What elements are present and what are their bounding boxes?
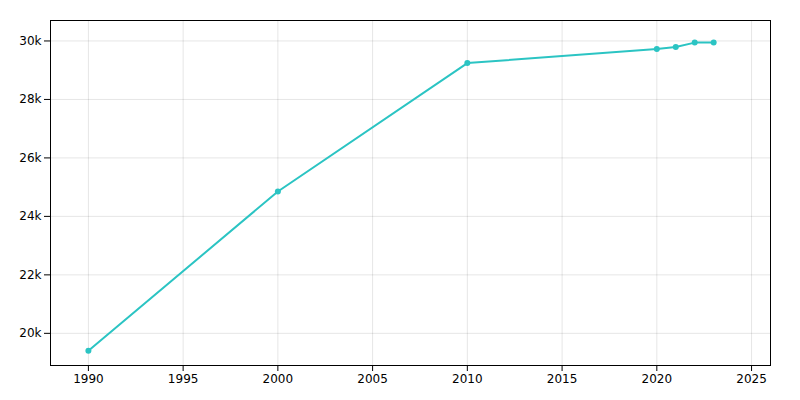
svg-text:30k: 30k: [19, 34, 41, 48]
svg-text:24k: 24k: [19, 209, 41, 223]
svg-text:2015: 2015: [547, 372, 578, 386]
svg-text:2010: 2010: [452, 372, 483, 386]
svg-text:1990: 1990: [73, 372, 104, 386]
svg-text:2000: 2000: [263, 372, 294, 386]
svg-text:22k: 22k: [19, 268, 41, 282]
svg-text:28k: 28k: [19, 92, 41, 106]
svg-text:26k: 26k: [19, 151, 41, 165]
svg-text:2020: 2020: [642, 372, 673, 386]
svg-text:2025: 2025: [736, 372, 767, 386]
svg-text:1995: 1995: [168, 372, 199, 386]
svg-text:20k: 20k: [19, 326, 41, 340]
svg-text:2005: 2005: [357, 372, 388, 386]
